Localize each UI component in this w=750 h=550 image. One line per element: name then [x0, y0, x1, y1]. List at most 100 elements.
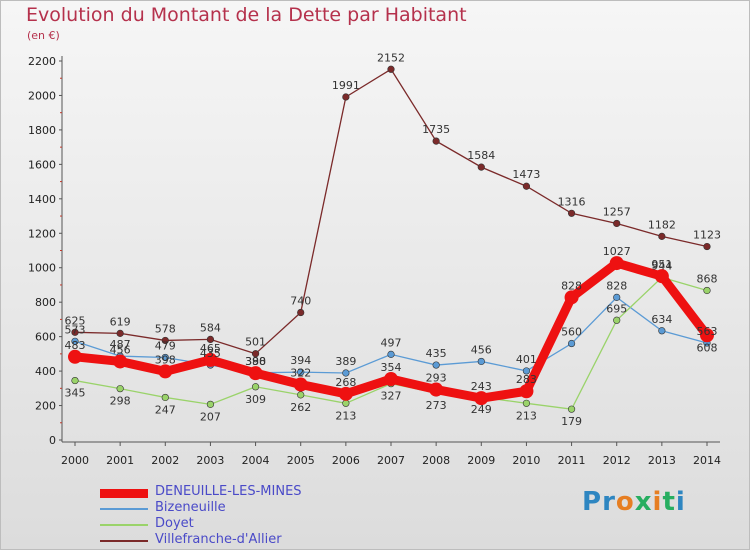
data-label: 1316: [558, 195, 586, 208]
data-point: [609, 256, 624, 271]
data-point: [206, 335, 215, 343]
data-point: [477, 357, 485, 366]
data-label: 390: [245, 355, 266, 368]
data-label: 435: [426, 347, 447, 360]
data-label: 249: [471, 403, 492, 416]
data-label: 560: [561, 326, 582, 339]
data-label: 584: [200, 321, 221, 334]
data-label: 398: [155, 353, 176, 366]
data-label: 487: [110, 338, 131, 351]
data-point: [564, 290, 579, 305]
data-point: [297, 391, 305, 399]
data-label: 868: [697, 272, 718, 285]
data-point: [432, 361, 440, 369]
data-label: 345: [65, 387, 86, 400]
data-label: 322: [290, 367, 311, 380]
data-label: 944: [651, 259, 672, 272]
data-label: 608: [697, 341, 718, 354]
legend-label: Villefranche-d'Allier: [155, 532, 282, 547]
data-label: 401: [516, 353, 537, 366]
data-label: 327: [381, 390, 402, 403]
legend-swatch: [100, 540, 148, 542]
data-label: 213: [335, 409, 356, 422]
data-point: [342, 369, 350, 377]
x-tick-label: 2010: [512, 454, 540, 467]
data-point: [113, 354, 128, 369]
data-point: [613, 219, 621, 228]
data-label: 479: [155, 339, 176, 352]
y-tick-label: 0: [49, 434, 56, 447]
x-tick-label: 2014: [693, 454, 721, 467]
x-tick-label: 2012: [603, 454, 631, 467]
data-label: 293: [426, 372, 447, 385]
data-label: 578: [155, 322, 176, 335]
data-label: 1257: [603, 205, 631, 218]
data-point: [519, 384, 534, 399]
data-label: 1027: [603, 245, 631, 258]
data-label: 213: [516, 409, 537, 422]
data-point: [700, 328, 714, 343]
y-tick-label: 1800: [28, 124, 56, 137]
y-tick-label: 600: [35, 331, 56, 344]
x-tick-label: 2008: [422, 454, 450, 467]
data-point: [251, 383, 260, 391]
data-label: 354: [381, 361, 402, 374]
data-label: 497: [381, 336, 402, 349]
x-tick-label: 2003: [196, 454, 224, 467]
y-tick-label: 400: [35, 365, 56, 378]
data-point: [251, 350, 260, 358]
data-point: [522, 182, 531, 190]
data-point: [384, 372, 398, 387]
data-label: 740: [290, 295, 311, 308]
data-point: [654, 269, 669, 284]
data-point: [522, 399, 531, 407]
data-point: [432, 137, 440, 145]
data-label: 435: [200, 347, 221, 360]
data-label: 389: [335, 355, 356, 368]
data-point: [613, 316, 621, 324]
data-label: 394: [290, 354, 311, 367]
data-label: 243: [471, 380, 492, 393]
data-point: [474, 391, 489, 406]
data-label: 951: [651, 258, 672, 271]
x-tick-label: 2000: [61, 454, 89, 467]
x-tick-label: 2004: [242, 454, 270, 467]
data-label: 1584: [467, 149, 495, 162]
data-point: [71, 376, 79, 385]
data-label: 501: [245, 336, 266, 349]
data-label: 456: [110, 343, 131, 356]
data-point: [71, 337, 79, 345]
data-point: [567, 209, 576, 217]
data-point: [658, 232, 666, 240]
legend-swatch: [100, 508, 148, 510]
data-point: [203, 352, 218, 367]
data-point: [703, 242, 711, 251]
data-label: 573: [65, 323, 86, 336]
axes: 0 200 400 600 800 1000 1200 1400 1600 1800 2000 220…: [28, 55, 721, 467]
data-point: [387, 65, 395, 73]
y-tick-label: 800: [35, 296, 56, 309]
data-point: [703, 286, 711, 295]
data-label: 1182: [648, 218, 676, 231]
data-label: 283: [516, 373, 537, 386]
data-label: 1123: [693, 229, 721, 242]
data-point: [116, 329, 124, 337]
data-label: 625: [65, 314, 86, 327]
data-label: 298: [110, 395, 131, 408]
x-tick-label: 2002: [151, 454, 179, 467]
data-label: 563: [697, 325, 718, 338]
data-point: [658, 327, 666, 335]
data-point: [429, 382, 444, 397]
data-point: [342, 399, 350, 407]
data-label: 634: [651, 313, 672, 326]
data-label: 2152: [377, 51, 405, 64]
data-point: [613, 293, 621, 301]
data-point: [342, 93, 350, 101]
data-point: [477, 163, 485, 171]
data-label: 619: [110, 315, 131, 328]
data-point: [248, 366, 263, 381]
x-tick-label: 2011: [558, 454, 586, 467]
data-label: 1473: [512, 168, 540, 181]
data-point: [297, 368, 305, 376]
